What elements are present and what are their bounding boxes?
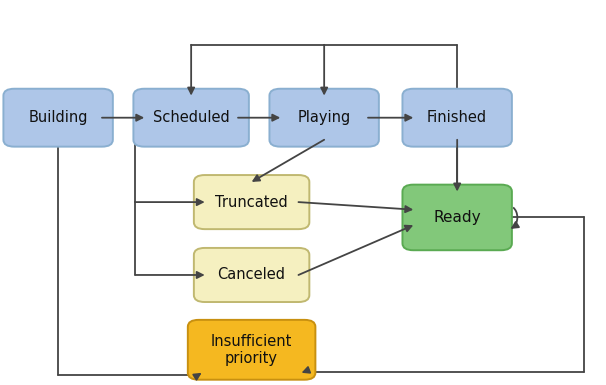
FancyBboxPatch shape — [402, 89, 512, 147]
FancyBboxPatch shape — [270, 89, 379, 147]
FancyBboxPatch shape — [4, 89, 113, 147]
Text: Building: Building — [28, 110, 88, 125]
Text: Ready: Ready — [433, 210, 481, 225]
Text: Truncated: Truncated — [215, 194, 288, 209]
FancyBboxPatch shape — [402, 185, 512, 250]
Text: Insufficient
priority: Insufficient priority — [211, 333, 292, 366]
Text: Finished: Finished — [427, 110, 487, 125]
FancyBboxPatch shape — [133, 89, 249, 147]
FancyBboxPatch shape — [188, 320, 315, 380]
Text: Scheduled: Scheduled — [153, 110, 230, 125]
Text: Playing: Playing — [298, 110, 351, 125]
FancyBboxPatch shape — [194, 248, 309, 302]
Text: Canceled: Canceled — [218, 268, 285, 283]
FancyBboxPatch shape — [194, 175, 309, 229]
